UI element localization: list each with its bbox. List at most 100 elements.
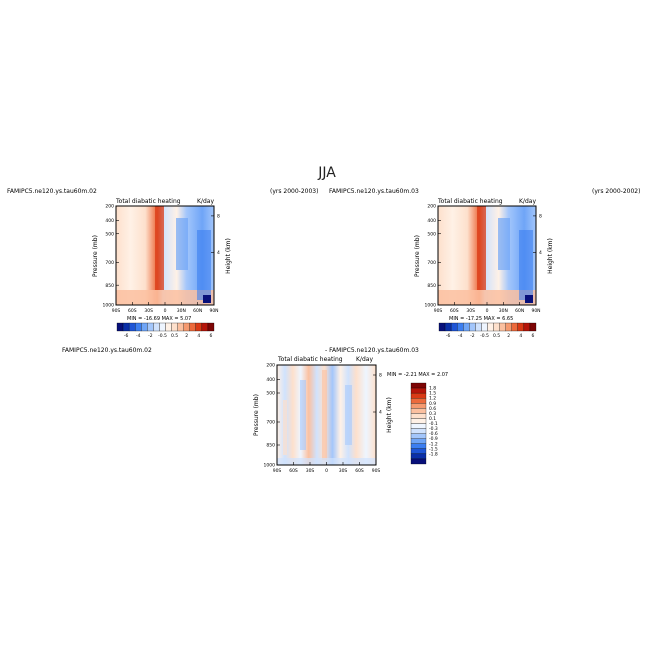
colorbar-box	[147, 322, 154, 332]
x-tick-label: 30S	[466, 308, 475, 314]
x-tick-label: 90S	[112, 308, 121, 314]
panel-3-field	[277, 365, 376, 465]
panel-1-case-label: FAMIPC5.ne120.ys.tau60m.02	[7, 188, 97, 195]
panel-1: FAMIPC5.ne120.ys.tau60m.02 (yrs 2000-200…	[7, 188, 318, 339]
x-tick-label: 60S	[289, 468, 298, 474]
panel-2-units: K/day	[519, 198, 536, 205]
panel-3-subtitle: - FAMIPC5.ne120.ys.tau60m.03	[325, 347, 419, 354]
panel-2-case-label: FAMIPC5.ne120.ys.tau60m.03	[329, 188, 419, 195]
y-tick-label: 850	[427, 283, 436, 289]
colorbar-label: -0.1	[429, 421, 438, 427]
x-tick-label: 90S	[434, 308, 443, 314]
x-tick-label: 60S	[450, 308, 459, 314]
x-tick-label: 90N	[531, 308, 540, 314]
y-tick-label: 850	[105, 283, 114, 289]
panel-1-stats: MIN = -16.69 MAX = 5.07	[127, 316, 191, 322]
x-tick-label: 60S	[355, 468, 364, 474]
y-tick-label: 1000	[103, 303, 115, 309]
panel-3-ylabel-right: Height (km)	[386, 397, 393, 433]
colorbar-box	[141, 322, 148, 332]
colorbar-label: -0.9	[429, 436, 438, 442]
colorbar-box	[444, 322, 452, 332]
colorbar-label: 1.5	[429, 391, 436, 397]
x-tick-label: 0	[164, 308, 167, 314]
panel-2-ylabel: Pressure (mb)	[414, 235, 421, 277]
panel-1-ylabel-right: Height (km)	[225, 238, 232, 274]
colorbar-box	[410, 448, 427, 455]
colorbar-box	[410, 398, 427, 404]
panel-1-ylabel: Pressure (mb)	[92, 235, 99, 277]
x-tick-label: 0	[486, 308, 489, 314]
colorbar-box	[481, 322, 488, 332]
colorbar-label: -1.8	[429, 451, 438, 457]
colorbar-label: -0.5	[480, 333, 489, 339]
y2-tick-label: 4	[539, 250, 542, 256]
colorbar-box	[517, 322, 525, 332]
y-tick-label: 1000	[425, 303, 437, 309]
colorbar-box	[177, 322, 184, 332]
colorbar-label: 4	[197, 333, 200, 339]
y-tick-label: 200	[427, 204, 436, 210]
colorbar-box	[511, 322, 518, 332]
panel-1-y2-ticks: 84	[211, 214, 220, 256]
y2-tick-label: 4	[379, 410, 382, 416]
colorbar-box	[183, 322, 190, 332]
y2-tick-label: 4	[217, 250, 220, 256]
panel-2-ylabel-right: Height (km)	[547, 238, 554, 274]
colorbar-box	[410, 392, 427, 399]
y-tick-label: 200	[266, 363, 275, 369]
panel-2-x-ticks: 90S 60S 30S 0 30N 60N 90N	[434, 302, 541, 314]
x-tick-label: 90S	[273, 468, 282, 474]
panel-2: FAMIPC5.ne120.ys.tau60m.03 (yrs 2000-200…	[329, 188, 640, 339]
colorbar-label: 0.1	[429, 416, 436, 422]
colorbar-box	[410, 438, 427, 444]
panel-3-units: K/day	[356, 356, 373, 363]
panel-3-y2-ticks: 84	[373, 373, 382, 416]
x-tick-label: 90S	[372, 468, 381, 474]
y-tick-label: 200	[105, 204, 114, 210]
colorbar-label: -0.3	[429, 426, 438, 432]
colorbar-box	[116, 322, 124, 332]
colorbar-label: 2	[185, 333, 188, 339]
colorbar-box	[410, 433, 427, 439]
colorbar-box	[135, 322, 142, 332]
panel-2-years: (yrs 2000-2002)	[592, 188, 640, 195]
panel-2-colorbar: -6 -4 -2 -0.5 0.5 2 4 6	[438, 322, 537, 339]
panel-2-field	[438, 206, 536, 305]
colorbar-box	[410, 413, 427, 419]
colorbar-label: 4	[519, 333, 522, 339]
x-tick-label: 30S	[306, 468, 315, 474]
y-tick-label: 400	[105, 218, 114, 224]
colorbar-box	[153, 322, 160, 332]
colorbar-box	[195, 322, 203, 332]
panel-3-stats: MIN = -2.21 MAX = 2.07	[387, 372, 448, 378]
colorbar-box	[171, 322, 178, 332]
colorbar-label: -2	[148, 333, 153, 339]
colorbar-label: 0.3	[429, 411, 436, 417]
colorbar-box	[201, 322, 209, 332]
colorbar-box	[487, 322, 494, 332]
colorbar-box	[410, 458, 427, 465]
colorbar-box	[410, 418, 427, 424]
colorbar-box	[410, 408, 427, 414]
panel-2-y-ticks: 200 400 500 700 850 1000	[425, 204, 441, 309]
x-tick-label: 30N	[499, 308, 508, 314]
colorbar-box	[128, 322, 136, 332]
panel-3-colorbar: 1.81.51.20.90.60.30.1-0.1-0.3-0.6-0.9-1.…	[410, 382, 438, 465]
y-tick-label: 500	[427, 231, 436, 237]
colorbar-label: -1.5	[429, 446, 438, 452]
y2-tick-label: 8	[217, 214, 220, 220]
colorbar-label: 0.5	[171, 333, 178, 339]
colorbar-box	[463, 322, 470, 332]
panel-3-title: Total diabatic heating	[277, 356, 343, 363]
colorbar-label: 0.6	[429, 406, 436, 412]
panel-3-y-ticks: 200 400 500 700 850 1000	[264, 363, 280, 469]
y-tick-label: 850	[266, 443, 275, 449]
panel-1-field	[116, 206, 214, 305]
colorbar-box	[523, 322, 531, 332]
panel-1-x-ticks: 90S 60S 30S 0 30N 60N 90N	[112, 302, 219, 314]
panel-2-title: Total diabatic heating	[437, 198, 503, 205]
colorbar-box	[438, 322, 446, 332]
colorbar-box	[493, 322, 500, 332]
